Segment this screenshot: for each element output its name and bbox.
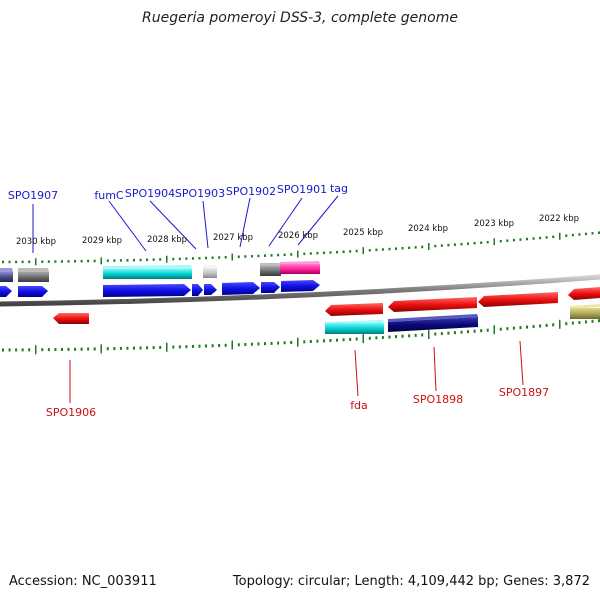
- cds-arrow-rev: [568, 287, 600, 300]
- cds-arrow-fwd: [204, 284, 217, 295]
- ec-tracks: [0, 261, 600, 334]
- gene-label-spo1902: SPO1902: [226, 185, 276, 198]
- tick-label: 2030 kbp: [16, 237, 56, 247]
- cds-arrow-fwd: [103, 284, 191, 297]
- olive-ec-box: [570, 304, 600, 319]
- cds-arrow-fwd: [222, 282, 260, 295]
- pink-ec-box: [280, 261, 320, 274]
- tick-label: 2029 kbp: [82, 236, 122, 246]
- leader-spo1901: [268, 197, 303, 247]
- gene-label-spo1907: SPO1907: [8, 189, 58, 202]
- grey-ec-box-1: [18, 268, 49, 282]
- gene-label-spo1903: SPO1903: [175, 187, 225, 200]
- leader-spo1897: [519, 340, 524, 386]
- leader-tag: [297, 195, 339, 246]
- gene-labels-reverse: SPO1906 fda SPO1898 SPO1897: [46, 386, 549, 419]
- cds-arrow-rev: [478, 292, 558, 307]
- chart-title: Ruegeria pomeroyi DSS-3, complete genome: [142, 10, 458, 26]
- accession-text: Accession: NC_003911: [9, 574, 157, 589]
- navy-ec-box: [388, 314, 478, 332]
- cyan-ec-box-2: [325, 320, 384, 334]
- genome-summary-text: Topology: circular; Length: 4,109,442 bp…: [232, 574, 590, 589]
- gene-label-spo1897: SPO1897: [499, 386, 549, 399]
- label-leaders: [32, 195, 524, 403]
- tick-label: 2023 kbp: [474, 219, 514, 229]
- tick-label: 2027 kbp: [213, 233, 253, 243]
- cds-arrow-fwd: [192, 284, 203, 296]
- tick-label: 2026 kbp: [278, 231, 318, 241]
- leader-spo1898: [433, 346, 437, 392]
- tick-labels: 2030 kbp 2029 kbp 2028 kbp 2027 kbp 2026…: [16, 214, 579, 247]
- tick-label: 2028 kbp: [147, 235, 187, 245]
- lightgrey-ec-box: [203, 265, 217, 278]
- tick-label: 2025 kbp: [343, 228, 383, 238]
- cds-arrow-fwd: [261, 282, 280, 293]
- grey-ec-box-2: [260, 263, 281, 276]
- reverse-cds-track: [53, 287, 600, 324]
- tick-label: 2024 kbp: [408, 224, 448, 234]
- gene-label-spo1898: SPO1898: [413, 393, 463, 406]
- leader-spo1904: [149, 200, 197, 250]
- cds-arrow-rev: [388, 297, 477, 312]
- gene-labels-forward: SPO1907 fumC SPO1904 SPO1903 SPO1902 SPO…: [8, 182, 348, 202]
- cds-arrow-rev: [53, 313, 89, 324]
- cyan-ec-box-1: [103, 265, 192, 279]
- cds-arrow-fwd: [0, 286, 12, 297]
- leader-spo1903: [202, 200, 209, 249]
- cds-arrow-rev: [325, 303, 383, 316]
- gene-label-spo1904: SPO1904: [125, 187, 175, 200]
- forward-cds-track: [0, 280, 320, 297]
- gene-label-spo1901: SPO1901: [277, 183, 327, 196]
- gene-label-tag: tag: [330, 182, 348, 195]
- tick-label: 2022 kbp: [539, 214, 579, 224]
- gene-label-fda: fda: [350, 399, 368, 412]
- genome-backbone: [0, 274, 600, 307]
- tick-tracks: [2, 231, 600, 355]
- leader-fda: [354, 349, 359, 397]
- cds-arrow-fwd: [18, 286, 48, 297]
- gene-label-fumc: fumC: [94, 189, 124, 202]
- leader-spo1902: [239, 197, 251, 248]
- gene-label-spo1906: SPO1906: [46, 406, 96, 419]
- slate-ec-box: [0, 268, 13, 282]
- leader-fumc: [108, 200, 147, 252]
- cds-arrow-fwd: [281, 280, 320, 292]
